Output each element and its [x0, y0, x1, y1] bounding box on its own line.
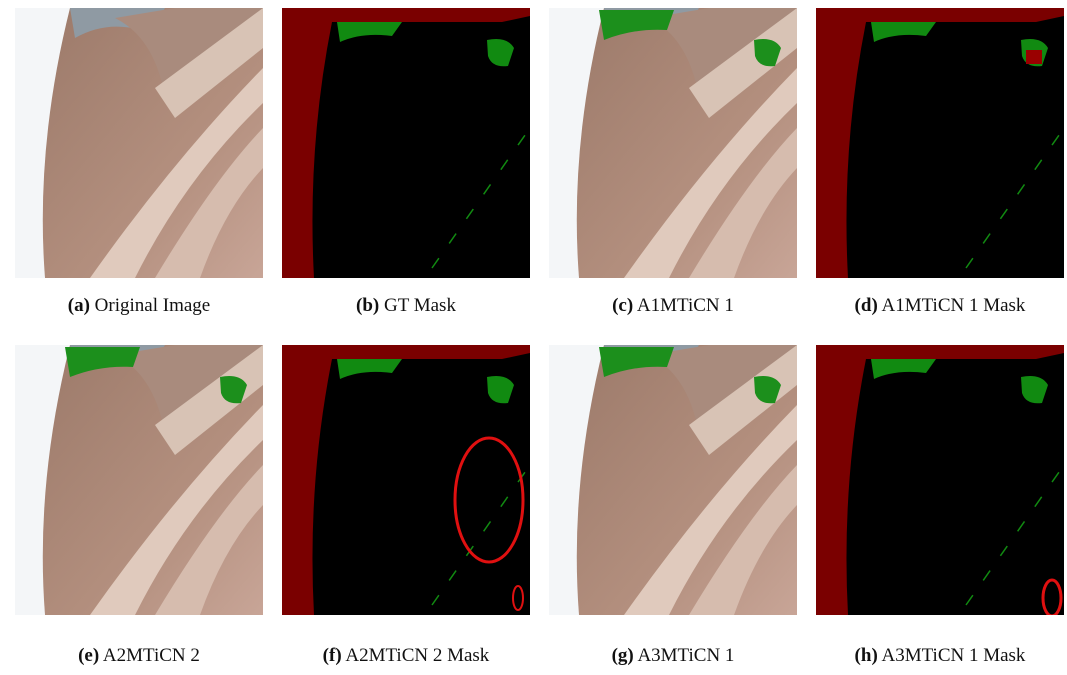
- panel-caption: A1MTiCN 1 Mask: [881, 295, 1025, 316]
- panel-letter: (d): [855, 295, 878, 316]
- image: [282, 8, 530, 278]
- panel-caption: Original Image: [95, 295, 211, 316]
- image: [549, 345, 797, 615]
- image: [816, 8, 1064, 278]
- image: [816, 345, 1064, 615]
- image: [549, 8, 797, 278]
- caption: (b) GT Mask: [261, 295, 551, 317]
- panel: (f) A2MTiCN 2 Mask: [282, 345, 530, 615]
- image: [15, 345, 263, 615]
- panel-letter: (g): [612, 645, 634, 666]
- panel-letter: (f): [323, 645, 342, 666]
- caption: (c) A1MTiCN 1: [528, 295, 818, 317]
- panel: (a) Original Image: [15, 8, 263, 278]
- panel-caption: A1MTiCN 1: [637, 295, 734, 316]
- panel-letter: (a): [68, 295, 90, 316]
- caption: (g) A3MTiCN 1: [528, 645, 818, 667]
- panel: (d) A1MTiCN 1 Mask: [816, 8, 1064, 278]
- figure: (a) Original Image (b) GT Mask (c) A1MTi…: [0, 0, 1067, 675]
- panel-caption: A2MTiCN 2: [103, 645, 200, 666]
- image: [15, 8, 263, 278]
- caption: (a) Original Image: [0, 295, 284, 317]
- panel-caption: GT Mask: [384, 295, 456, 316]
- panel-caption: A3MTiCN 1: [637, 645, 734, 666]
- panel-letter: (c): [612, 295, 633, 316]
- panel: (g) A3MTiCN 1: [549, 345, 797, 615]
- panel: (c) A1MTiCN 1: [549, 8, 797, 278]
- panel-caption: A2MTiCN 2 Mask: [345, 645, 489, 666]
- caption: (e) A2MTiCN 2: [0, 645, 284, 667]
- caption: (d) A1MTiCN 1 Mask: [795, 295, 1067, 317]
- caption: (h) A3MTiCN 1 Mask: [795, 645, 1067, 667]
- panel: (b) GT Mask: [282, 8, 530, 278]
- image: [282, 345, 530, 615]
- panel: (e) A2MTiCN 2: [15, 345, 263, 615]
- panel-letter: (h): [855, 645, 878, 666]
- caption: (f) A2MTiCN 2 Mask: [261, 645, 551, 667]
- panel-letter: (b): [356, 295, 379, 316]
- panel-caption: A3MTiCN 1 Mask: [881, 645, 1025, 666]
- panel-letter: (e): [78, 645, 99, 666]
- panel: (h) A3MTiCN 1 Mask: [816, 345, 1064, 615]
